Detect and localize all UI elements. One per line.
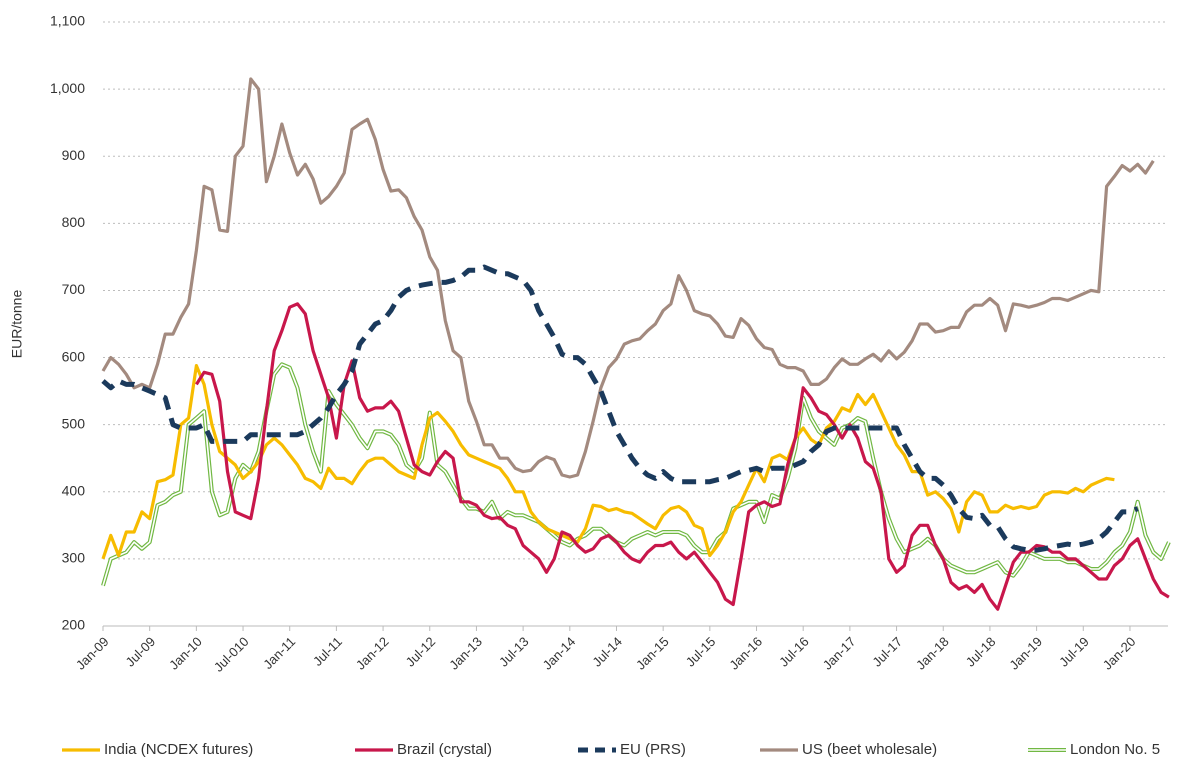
legend-label: India (NCDEX futures) bbox=[104, 741, 253, 758]
legend-label: EU (PRS) bbox=[620, 741, 686, 758]
x-tick-label: Jul-13 bbox=[496, 634, 532, 670]
y-tick-label: 500 bbox=[62, 415, 86, 431]
x-tick-label: Jul-09 bbox=[123, 634, 159, 670]
x-tick-label: Jul-16 bbox=[776, 634, 812, 670]
x-tick-label: Jul-010 bbox=[211, 634, 252, 675]
y-tick-label: 400 bbox=[62, 482, 86, 498]
y-tick-label: 300 bbox=[62, 550, 86, 566]
x-tick-label: Jan-13 bbox=[446, 634, 485, 673]
x-tick-label: Jan-10 bbox=[166, 634, 205, 673]
x-tick-label: Jan-15 bbox=[633, 634, 672, 673]
x-tick-label: Jan-19 bbox=[1006, 634, 1045, 673]
x-tick-label: Jan-14 bbox=[540, 634, 579, 673]
legend-label: London No. 5 bbox=[1070, 741, 1160, 758]
y-tick-label: 200 bbox=[62, 617, 86, 633]
y-tick-label: 900 bbox=[62, 147, 86, 163]
y-tick-label: 700 bbox=[62, 281, 86, 297]
x-tick-label: Jan-20 bbox=[1100, 634, 1139, 673]
x-tick-label: Jul-15 bbox=[683, 634, 719, 670]
y-tick-label: 600 bbox=[62, 348, 86, 364]
y-tick-label: 800 bbox=[62, 214, 86, 230]
x-tick-label: Jan-16 bbox=[726, 634, 765, 673]
x-tick-label: Jan-18 bbox=[913, 634, 952, 673]
series-line bbox=[101, 77, 1155, 479]
y-tick-label: 1,000 bbox=[50, 80, 85, 96]
legend-label: Brazil (crystal) bbox=[397, 741, 492, 758]
x-tick-label: Jan-11 bbox=[260, 634, 298, 672]
x-tick-label: Jul-19 bbox=[1056, 634, 1092, 670]
x-tick-label: Jul-18 bbox=[963, 634, 999, 670]
x-tick-label: Jan-17 bbox=[820, 634, 859, 673]
series-line bbox=[101, 364, 1115, 560]
series-line bbox=[101, 264, 1139, 553]
x-tick-label: Jul-17 bbox=[869, 634, 905, 670]
y-tick-label: 1,100 bbox=[50, 13, 85, 29]
x-tick-label: Jan-12 bbox=[353, 634, 392, 673]
x-tick-label: Jul-14 bbox=[589, 634, 625, 670]
legend-label: US (beet wholesale) bbox=[802, 741, 937, 758]
x-tick-label: Jan-09 bbox=[73, 634, 112, 673]
y-axis-label: EUR/tonne bbox=[9, 290, 25, 359]
series-line bbox=[195, 302, 1170, 611]
x-tick-label: Jul-11 bbox=[310, 634, 345, 669]
x-tick-label: Jul-12 bbox=[403, 634, 439, 670]
series-line-inner bbox=[102, 363, 1170, 586]
series-line bbox=[101, 362, 1171, 587]
